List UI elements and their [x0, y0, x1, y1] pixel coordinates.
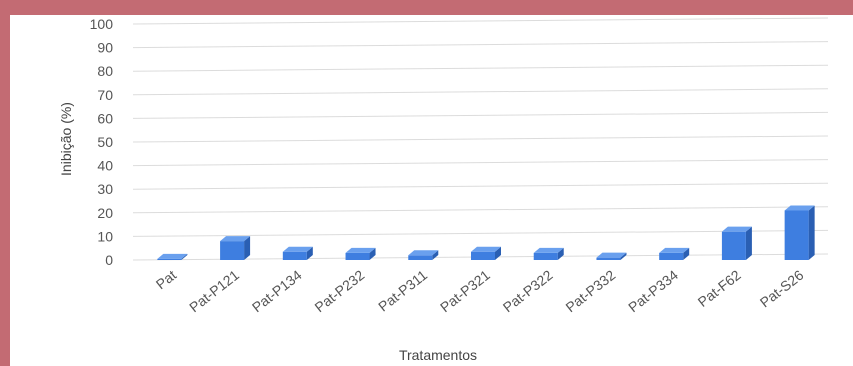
bars: [157, 205, 815, 260]
bar: [659, 247, 690, 260]
bar-front: [596, 257, 621, 260]
gridline: [132, 111, 829, 119]
y-tick-label: 40: [97, 158, 113, 174]
bar: [282, 246, 313, 260]
bar: [784, 205, 815, 260]
x-tick-label: Pat-P232: [312, 267, 368, 316]
x-tick-label: Pat-P121: [186, 267, 242, 316]
bar-top: [157, 253, 188, 259]
bar-front: [220, 241, 245, 260]
x-tick-label: Pat-P311: [375, 267, 430, 315]
x-axis-ticks: Pat Pat-P121 Pat-P134 Pat-P232 Pat-P311 Pat-P…: [153, 267, 807, 316]
bar-top: [282, 246, 313, 252]
bar: [157, 253, 188, 260]
bar-chart: 0 10 20 30 40 50 60 70 80 90 100 Pat Pat-P121 Pat-P1…: [58, 16, 829, 363]
y-tick-label: 80: [97, 63, 113, 79]
y-tick-label: 0: [105, 252, 113, 268]
gridline: [132, 229, 829, 237]
bar: [471, 246, 501, 260]
y-axis-title: Inibição (%): [58, 102, 74, 176]
bar-front: [659, 252, 684, 260]
x-tick-label: Pat: [153, 267, 179, 293]
bar-front: [282, 251, 307, 260]
x-tick-label: Pat-P321: [437, 267, 493, 316]
bar: [220, 236, 251, 260]
bar-side: [808, 205, 815, 260]
y-tick-label: 60: [97, 110, 113, 126]
y-tick-label: 50: [97, 134, 113, 150]
bar-side: [181, 253, 188, 260]
x-tick-label: Pat-P332: [562, 267, 618, 316]
y-tick-label: 100: [90, 16, 114, 32]
gridline: [132, 41, 829, 49]
gridline: [132, 17, 829, 25]
y-tick-label: 10: [97, 228, 113, 244]
bar-top: [596, 252, 627, 258]
gridline: [132, 182, 829, 190]
bar-top: [533, 247, 564, 253]
bar-top: [408, 250, 439, 256]
bar-side: [369, 247, 376, 260]
chart-frame: 0 10 20 30 40 50 60 70 80 90 100 Pat Pat-P121 Pat-P1…: [10, 15, 853, 366]
bar-top: [721, 226, 752, 232]
bar-top: [659, 247, 690, 253]
x-tick-label: Pat-S26: [757, 267, 807, 311]
bar: [721, 226, 752, 260]
y-axis-ticks: 0 10 20 30 40 50 60 70 80 90 100: [90, 16, 114, 268]
bar-side: [306, 246, 313, 260]
y-tick-label: 30: [97, 181, 113, 197]
y-tick-label: 90: [97, 40, 113, 56]
bar-side: [745, 226, 752, 260]
bar-front: [408, 255, 433, 260]
gridline: [132, 159, 829, 167]
x-tick-label: Pat-F62: [695, 267, 744, 310]
y-tick-label: 70: [97, 87, 113, 103]
bar: [408, 250, 439, 260]
gridline: [132, 206, 829, 214]
gridlines: [132, 17, 829, 261]
bar-side: [557, 247, 564, 260]
bar-side: [495, 246, 501, 260]
bar-side: [683, 247, 690, 260]
bar-side: [620, 252, 627, 260]
bar: [596, 252, 627, 260]
bar-top: [345, 247, 376, 253]
y-tick-label: 20: [97, 205, 113, 221]
bar-front: [533, 252, 558, 260]
bar: [533, 247, 564, 260]
bar-top: [471, 246, 501, 252]
gridline: [132, 88, 829, 96]
bar-side: [432, 250, 439, 260]
bar-side: [244, 236, 251, 260]
bar-front: [157, 258, 182, 260]
bar-front: [345, 252, 370, 260]
bar: [345, 247, 376, 260]
bar-front: [784, 210, 809, 260]
bar-front: [471, 251, 495, 260]
x-tick-label: Pat-P334: [625, 267, 681, 316]
gridline: [132, 64, 829, 72]
gridline: [132, 135, 829, 143]
bar-front: [721, 231, 746, 260]
bar-top: [784, 205, 815, 211]
x-axis-title: Tratamentos: [399, 347, 477, 363]
x-tick-label: Pat-P134: [249, 267, 305, 316]
x-tick-label: Pat-P322: [500, 267, 556, 316]
bar-top: [220, 236, 251, 242]
